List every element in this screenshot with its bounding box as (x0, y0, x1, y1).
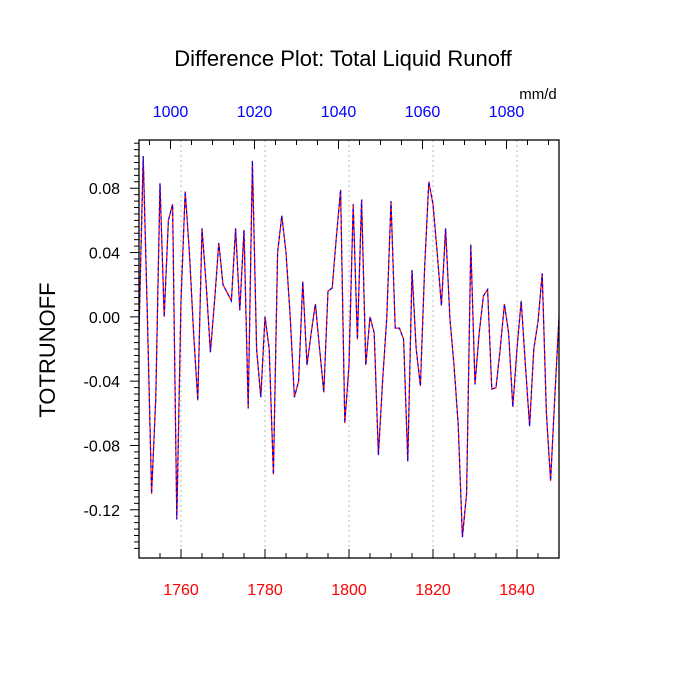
y-tick-label: 0.08 (89, 181, 120, 198)
x-top-tick-label: 1060 (405, 104, 441, 121)
x-bottom-tick-label: 1840 (499, 582, 535, 599)
series-line-secondary-0 (139, 156, 559, 538)
x-bottom-tick-label: 1820 (415, 582, 451, 599)
y-tick-label: -0.08 (84, 438, 121, 455)
y-tick-label: -0.04 (84, 374, 121, 391)
y-axis-label: TOTRUNOFF (35, 282, 60, 417)
x-top-tick-label: 1000 (153, 104, 189, 121)
x-bottom-tick-label: 1800 (331, 582, 367, 599)
y-tick-label: 0.04 (89, 246, 120, 263)
tick-layer (130, 140, 560, 558)
x-top-tick-label: 1080 (489, 104, 525, 121)
x-bottom-tick-label: 1780 (247, 582, 283, 599)
label-layer: 1760 1780 1800 1820 1840 1000 1020 1040 1060 1080… (84, 104, 535, 599)
units-label: mm/d (519, 86, 557, 103)
x-bottom-tick-label: 1760 (163, 582, 199, 599)
y-tick-label: 0.00 (89, 310, 120, 327)
chart-title: Difference Plot: Total Liquid Runoff (174, 46, 512, 71)
y-tick-label: -0.12 (84, 503, 121, 520)
series-layer (139, 156, 559, 538)
series-line-primary-0 (139, 156, 559, 538)
x-top-tick-label: 1040 (321, 104, 357, 121)
x-top-tick-label: 1020 (237, 104, 273, 121)
